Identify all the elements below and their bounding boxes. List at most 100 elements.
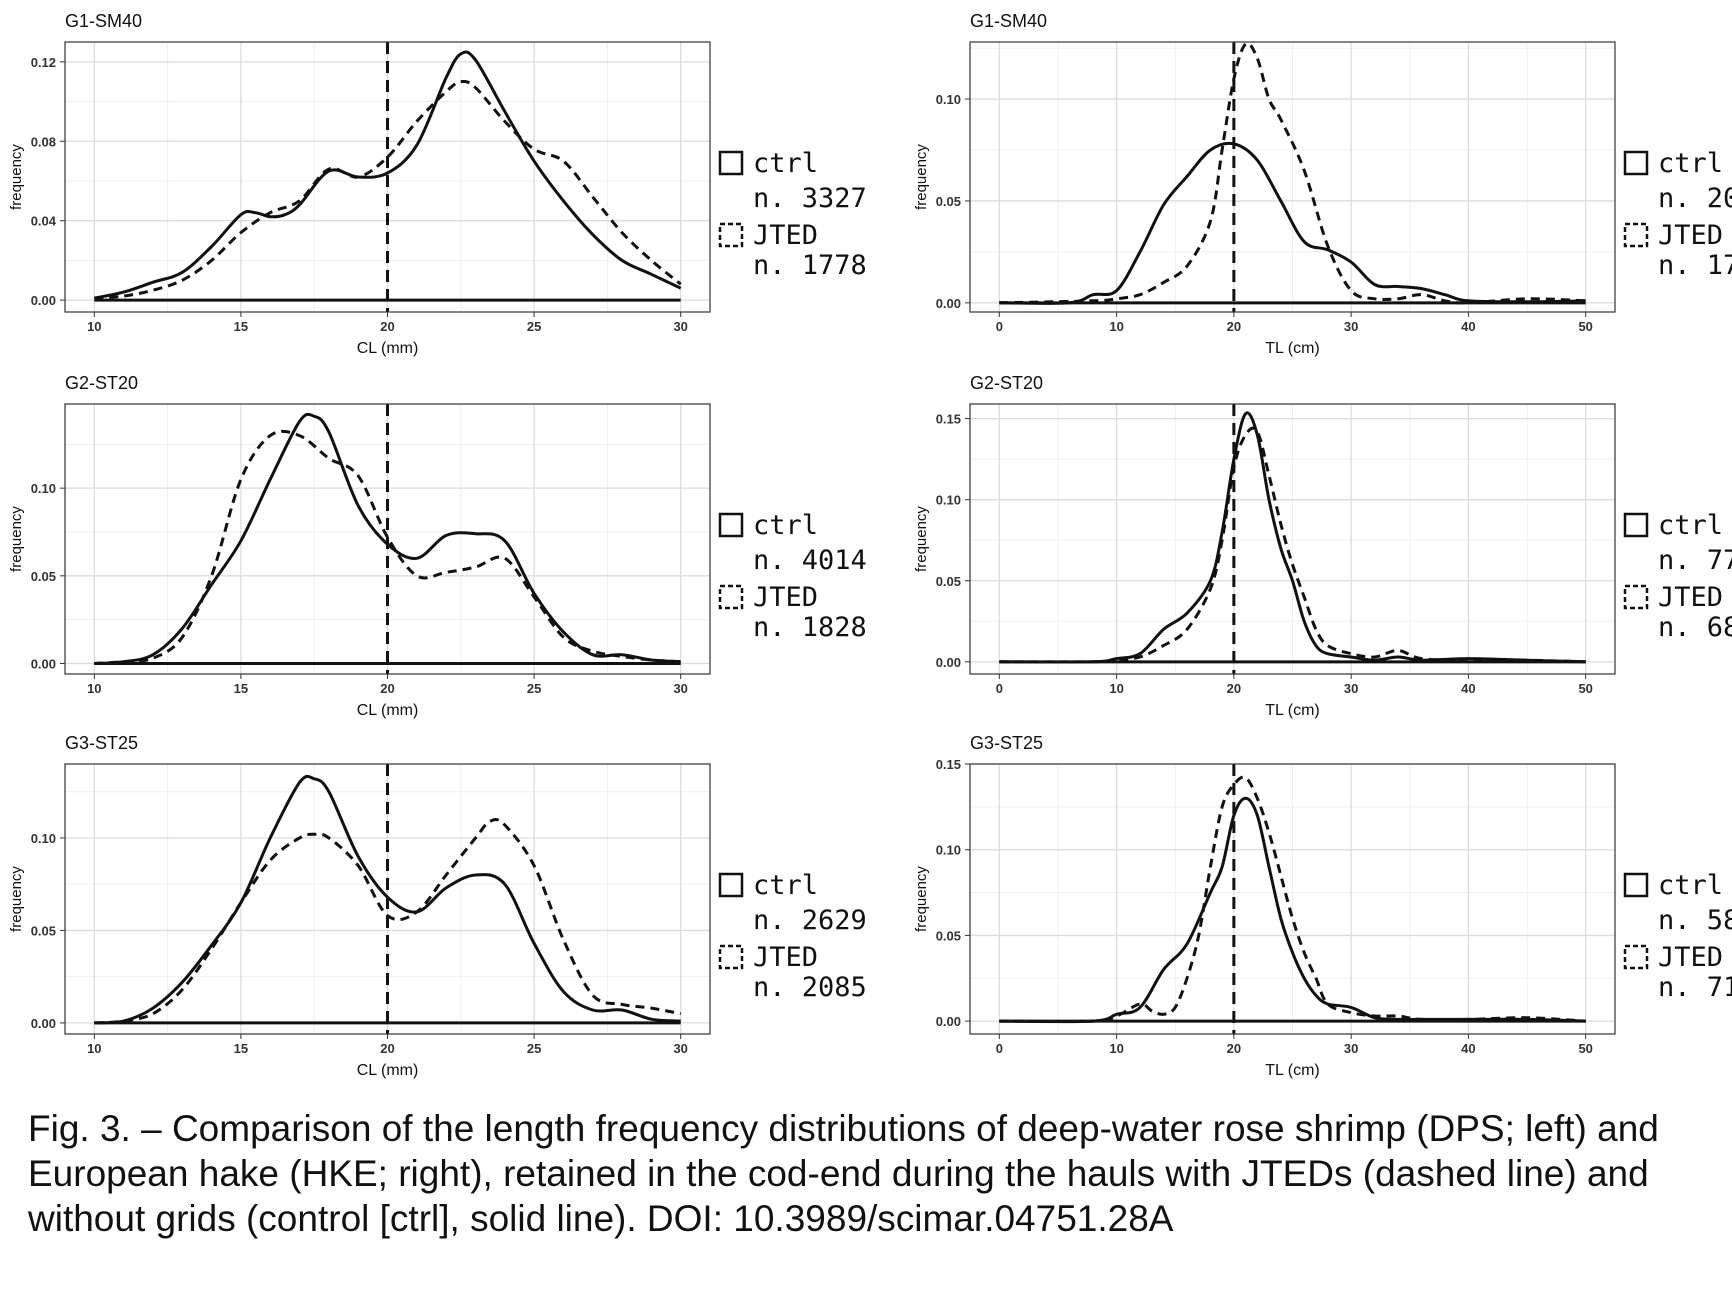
y-axis-label: frequency <box>913 866 930 932</box>
x-tick-label: 20 <box>1227 681 1241 696</box>
plot-border <box>969 763 1616 1035</box>
series-line-jted <box>999 41 1586 305</box>
legend-label-ctrl: ctrl <box>753 870 818 901</box>
legend-count-ctrl: n. 779 <box>1658 545 1732 576</box>
legend-label-ctrl: ctrl <box>753 148 818 179</box>
x-axis-label: CL (mm) <box>357 340 419 357</box>
x-tick-label: 30 <box>673 1041 687 1056</box>
chart-panel: 10 15 20 25 30 0.00 0.05 0.10 G2-ST20 CL (mm) freq… <box>8 373 867 719</box>
series-line-ctrl <box>999 411 1586 664</box>
y-tick-label: 0.00 <box>31 293 56 308</box>
legend-label-ctrl: ctrl <box>753 510 818 541</box>
y-tick-label: 0.08 <box>31 134 56 149</box>
y-axis-label: frequency <box>913 506 930 572</box>
panel-title: G3-ST25 <box>970 733 1043 753</box>
plot-border <box>969 41 1616 313</box>
legend-key-jted <box>718 222 744 248</box>
y-tick-label: 0.05 <box>31 923 56 938</box>
x-tick-label: 30 <box>673 681 687 696</box>
x-tick-label: 50 <box>1578 319 1592 334</box>
panel-title: G2-ST20 <box>65 373 138 393</box>
x-tick-label: 25 <box>527 1041 541 1056</box>
legend-count-ctrl: n. 3327 <box>753 183 867 214</box>
y-tick-label: 0.10 <box>936 843 961 858</box>
x-tick-label: 25 <box>527 319 541 334</box>
x-tick-label: 0 <box>996 1041 1003 1056</box>
legend-label-jted: JTED <box>753 220 818 251</box>
legend-label-ctrl: ctrl <box>1658 510 1723 541</box>
legend-count-jted: n. 2085 <box>753 972 867 1003</box>
x-tick-label: 10 <box>87 1041 101 1056</box>
y-tick-label: 0.00 <box>31 656 56 671</box>
chart-panel: 0 10 20 30 40 50 0.00 0.05 0.10 0.15 G3-ST25 TL (cm… <box>913 733 1732 1079</box>
x-tick-label: 10 <box>1109 1041 1123 1056</box>
x-axis-label: CL (mm) <box>357 702 419 719</box>
legend-key-jted <box>1623 944 1649 970</box>
legend-key-ctrl <box>1623 150 1649 176</box>
x-tick-label: 15 <box>234 319 248 334</box>
y-tick-label: 0.10 <box>936 92 961 107</box>
plot-border <box>64 403 711 675</box>
legend-count-jted: n. 710 <box>1658 972 1732 1003</box>
x-tick-label: 30 <box>1344 319 1358 334</box>
y-tick-label: 0.05 <box>936 194 961 209</box>
panel-title: G1-SM40 <box>65 11 142 31</box>
x-tick-label: 15 <box>234 681 248 696</box>
y-tick-label: 0.15 <box>936 412 961 427</box>
x-tick-label: 20 <box>380 1041 394 1056</box>
legend-label-jted: JTED <box>1658 942 1723 973</box>
plot-border <box>64 763 711 1035</box>
chart-panel: 10 15 20 25 30 0.00 0.04 0.08 0.12 G1-SM40 CL (mm)… <box>8 11 867 357</box>
x-tick-label: 10 <box>87 681 101 696</box>
x-tick-label: 30 <box>673 319 687 334</box>
y-tick-label: 0.12 <box>31 55 56 70</box>
series-line-ctrl <box>999 796 1586 1024</box>
x-axis-label: CL (mm) <box>357 1062 419 1079</box>
legend-label-ctrl: ctrl <box>1658 148 1723 179</box>
y-tick-label: 0.04 <box>31 214 57 229</box>
figure-caption: Fig. 3. – Comparison of the length frequ… <box>28 1108 1659 1239</box>
figure: 10 15 20 25 30 0.00 0.04 0.08 0.12 G1-SM40 CL (mm)… <box>8 11 1732 1079</box>
x-axis-label: TL (cm) <box>1265 1062 1320 1079</box>
series-line-ctrl <box>999 141 1586 305</box>
legend-label-jted: JTED <box>753 942 818 973</box>
legend-key-jted <box>1623 584 1649 610</box>
chart-panel: 10 15 20 25 30 0.00 0.05 0.10 G3-ST25 CL (mm) freq… <box>8 733 867 1079</box>
y-axis-label: frequency <box>8 144 25 210</box>
x-tick-label: 15 <box>234 1041 248 1056</box>
legend-count-jted: n. 681 <box>1658 612 1732 643</box>
x-tick-label: 10 <box>1109 319 1123 334</box>
y-tick-label: 0.00 <box>936 296 961 311</box>
x-tick-label: 40 <box>1461 681 1475 696</box>
y-axis-label: frequency <box>8 866 25 932</box>
x-tick-label: 0 <box>996 319 1003 334</box>
legend-count-ctrl: n. 207 <box>1658 183 1732 214</box>
y-tick-label: 0.05 <box>31 569 56 584</box>
x-tick-label: 30 <box>1344 681 1358 696</box>
x-tick-label: 25 <box>527 681 541 696</box>
panel-title: G3-ST25 <box>65 733 138 753</box>
legend-count-ctrl: n. 2629 <box>753 905 867 936</box>
x-tick-label: 40 <box>1461 319 1475 334</box>
legend-key-jted <box>718 944 744 970</box>
legend-count-ctrl: n. 583 <box>1658 905 1732 936</box>
x-tick-label: 10 <box>87 319 101 334</box>
legend-label-jted: JTED <box>1658 220 1723 251</box>
series-line-jted <box>999 775 1586 1023</box>
x-tick-label: 50 <box>1578 681 1592 696</box>
y-tick-label: 0.10 <box>936 493 961 508</box>
legend-count-jted: n. 1778 <box>753 250 867 281</box>
plot-border <box>64 41 711 313</box>
x-axis-label: TL (cm) <box>1265 340 1320 357</box>
x-tick-label: 0 <box>996 681 1003 696</box>
x-tick-label: 20 <box>380 319 394 334</box>
y-tick-label: 0.00 <box>936 655 961 670</box>
legend-key-ctrl <box>718 872 744 898</box>
series-line-ctrl <box>94 50 682 300</box>
legend-count-jted: n. 1828 <box>753 612 867 643</box>
y-tick-label: 0.00 <box>936 1014 961 1029</box>
series-line-jted <box>94 79 682 300</box>
y-tick-label: 0.10 <box>31 481 56 496</box>
y-tick-label: 0.10 <box>31 831 56 846</box>
legend-label-ctrl: ctrl <box>1658 870 1723 901</box>
